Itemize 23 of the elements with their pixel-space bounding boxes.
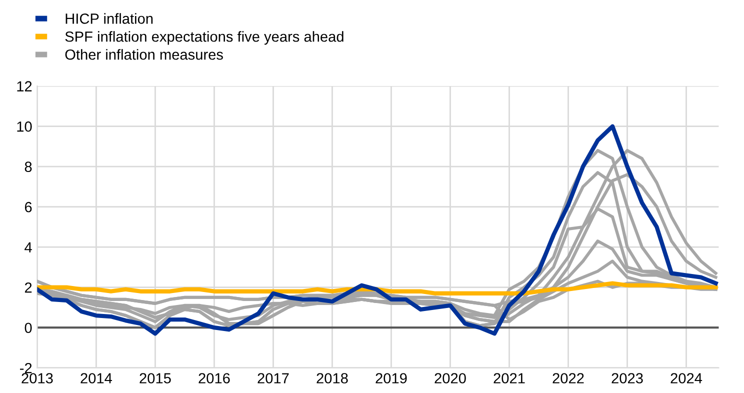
- x-tick-label: 2020: [434, 373, 466, 384]
- y-tick-label: 2: [24, 282, 32, 293]
- y-tick-label: 12: [17, 81, 32, 92]
- x-tick-label: 2016: [198, 373, 230, 384]
- x-tick-label: 2021: [494, 373, 525, 384]
- y-tick-label: 10: [17, 121, 32, 132]
- x-tick-label: 2014: [80, 373, 112, 384]
- y-tick-label: 8: [24, 162, 32, 172]
- x-tick-label: 2023: [612, 373, 643, 384]
- x-tick-label: 2017: [258, 373, 289, 384]
- y-tick-label: 4: [24, 242, 32, 252]
- x-tick-label: 2018: [316, 373, 348, 384]
- legend-label: HICP inflation: [66, 13, 153, 24]
- x-tick-label: 2019: [376, 373, 407, 384]
- y-tick-label: 0: [24, 322, 32, 334]
- x-tick-label: 2022: [552, 373, 584, 384]
- legend-label: SPF inflation expectations five years ahead: [65, 31, 344, 45]
- x-tick-label: 2013: [22, 373, 53, 384]
- x-tick-label: 2015: [140, 373, 171, 384]
- legend-label: Other inflation measures: [65, 49, 223, 60]
- x-tick-label: 2024: [670, 373, 702, 384]
- y-tick-label: 6: [24, 202, 32, 212]
- y-tick-label: -2: [20, 362, 32, 374]
